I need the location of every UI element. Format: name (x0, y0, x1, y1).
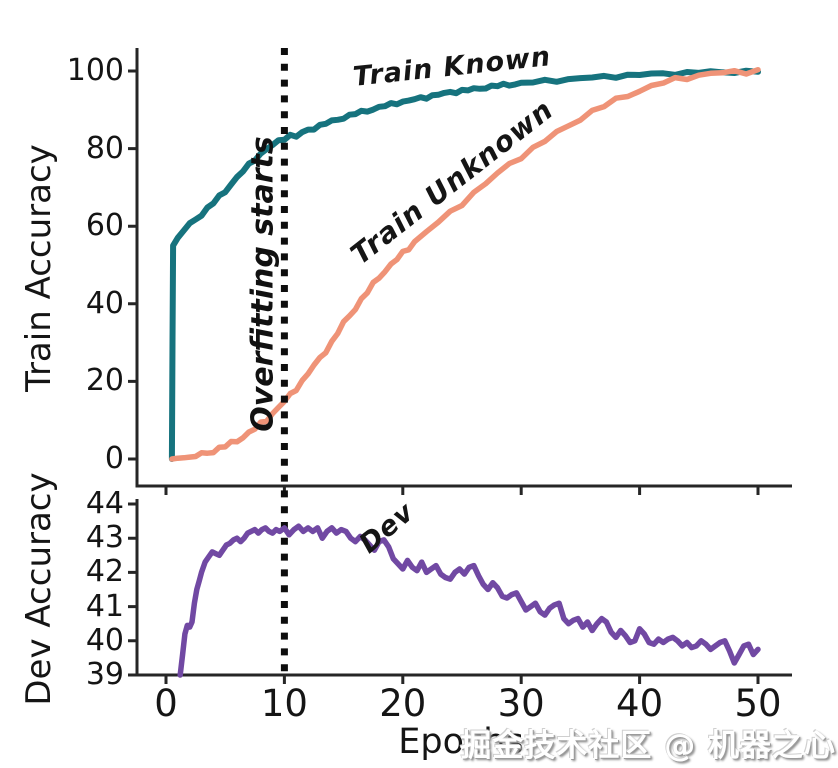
x-tick-label: 50 (734, 682, 782, 725)
x-tick-label: 20 (379, 682, 427, 725)
y-tick-label-bottom: 44 (85, 486, 124, 521)
top-panel-axes (135, 48, 792, 488)
y-tick-label-bottom: 40 (85, 622, 124, 658)
y-tick-label-top: 20 (85, 363, 124, 399)
axis-tick-marks (128, 69, 760, 684)
y-tick-label-top: 0 (104, 441, 124, 476)
y-tick-label-bottom: 39 (85, 657, 124, 692)
y-tick-label-top: 80 (85, 130, 124, 166)
watermark-text: 掘金技术社区 @ 机器之心 (460, 728, 836, 764)
annotation-overfitting-starts: Overfitting starts (245, 136, 281, 432)
y-tick-label-bottom: 41 (85, 588, 124, 624)
dev-line (177, 523, 761, 678)
y-axis-label-train-accuracy: Train Accuracy (19, 144, 59, 392)
x-axis-label-epochs: Epochs (398, 722, 524, 762)
train-unknown-line (169, 66, 761, 462)
y-tick-label-top: 60 (85, 208, 124, 244)
y-tick-label-bottom: 43 (85, 520, 124, 556)
y-tick-label-top: 100 (66, 53, 124, 88)
x-tick-label: 40 (616, 682, 664, 725)
train-known-line (168, 67, 761, 462)
x-tick-label: 30 (497, 682, 545, 725)
x-tick-label: 0 (154, 682, 178, 725)
x-tick-label: 10 (260, 682, 308, 725)
y-tick-label-bottom: 42 (85, 554, 124, 590)
y-tick-label-top: 40 (85, 285, 124, 321)
